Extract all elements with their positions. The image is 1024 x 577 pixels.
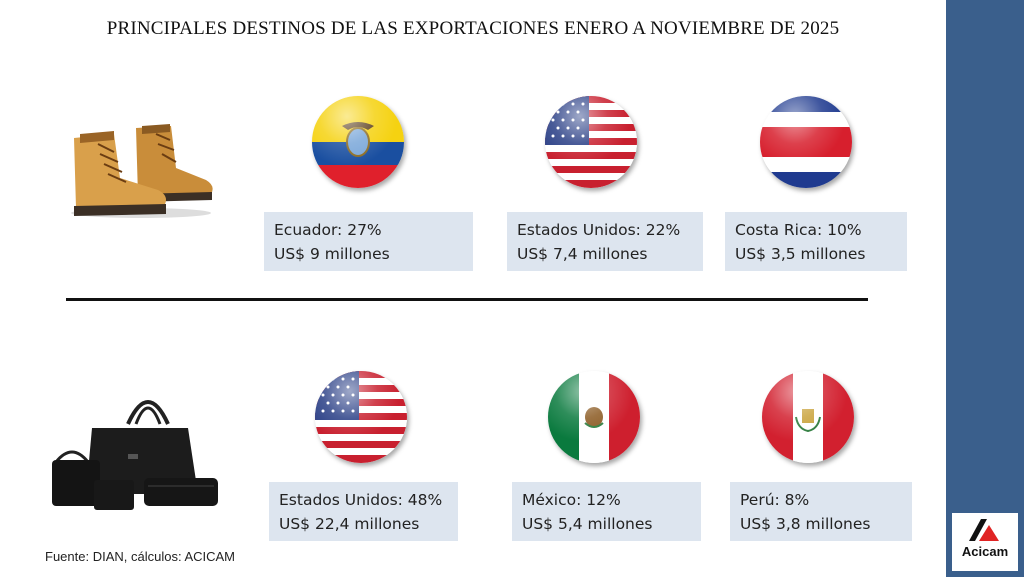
sidebar-band (946, 0, 1024, 577)
logo-text: Acicam (961, 544, 1009, 559)
destination-value: US$ 3,8 millones (740, 515, 871, 533)
ecuador-flag-icon (312, 96, 404, 188)
mexico-flag-icon (548, 371, 640, 463)
destination-share: México: 12% (522, 491, 621, 509)
destination-share: Ecuador: 27% (274, 221, 382, 239)
handbags-icon (48, 384, 220, 519)
destination-share: Estados Unidos: 48% (279, 491, 443, 509)
costa-rica-flag-icon (760, 96, 852, 188)
peru-flag-icon (762, 371, 854, 463)
destination-value: US$ 7,4 millones (517, 245, 648, 263)
boots-icon (66, 118, 216, 225)
destination-value: US$ 5,4 millones (522, 515, 653, 533)
destination-value: US$ 9 millones (274, 245, 390, 263)
page-title: PRINCIPALES DESTINOS DE LAS EXPORTACIONE… (106, 18, 840, 39)
destination-box-estados-unidos: Estados Unidos: 48% US$ 22,4 millones (269, 482, 458, 541)
destination-share: Perú: 8% (740, 491, 810, 509)
source-note: Fuente: DIAN, cálculos: ACICAM (45, 549, 236, 564)
acicam-logo: Acicam (952, 513, 1018, 571)
section-divider (66, 298, 868, 301)
acicam-logo-icon (969, 519, 999, 541)
destination-box-estados-unidos: Estados Unidos: 22% US$ 7,4 millones (507, 212, 703, 271)
destination-share: Estados Unidos: 22% (517, 221, 681, 239)
destination-value: US$ 3,5 millones (735, 245, 866, 263)
destination-share: Costa Rica: 10% (735, 221, 862, 239)
usa-flag-icon (545, 96, 637, 188)
destination-box-costa-rica: Costa Rica: 10% US$ 3,5 millones (725, 212, 907, 271)
destination-box-mexico: México: 12% US$ 5,4 millones (512, 482, 701, 541)
destination-value: US$ 22,4 millones (279, 515, 420, 533)
destination-box-peru: Perú: 8% US$ 3,8 millones (730, 482, 912, 541)
destination-box-ecuador: Ecuador: 27% US$ 9 millones (264, 212, 473, 271)
usa-flag-icon (315, 371, 407, 463)
